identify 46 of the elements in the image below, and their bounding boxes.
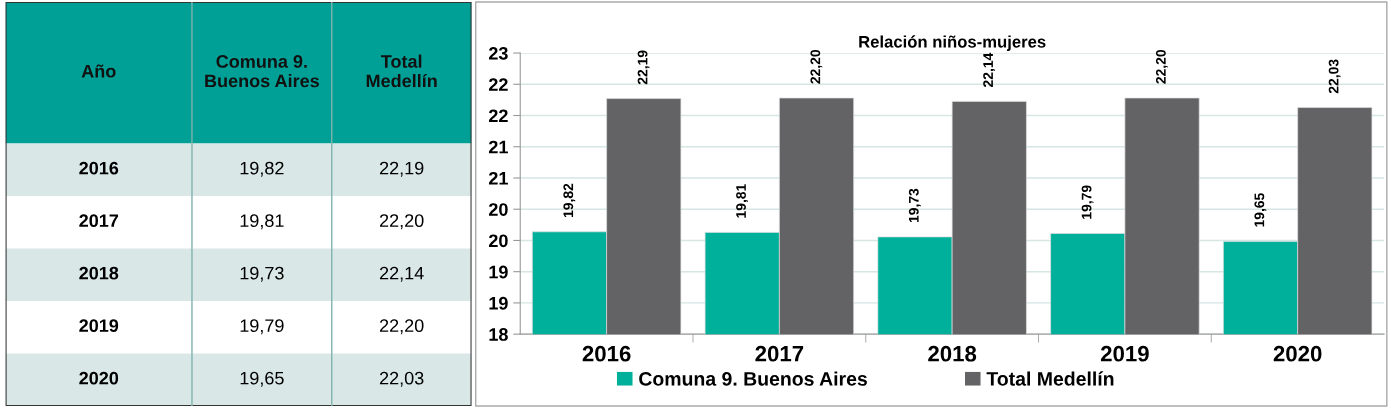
text: 19,81 (240, 214, 284, 230)
data-label: 19,82 (563, 183, 576, 218)
data-label: 19,65 (1254, 193, 1267, 227)
text: 19,82 (240, 161, 284, 177)
text: 19,79 (240, 319, 284, 335)
y-tick-label: 19 (489, 296, 508, 310)
data-label: 22,14 (983, 52, 996, 88)
x-tick-label: 2018 (928, 345, 977, 362)
data-label: 19,79 (1081, 185, 1094, 219)
text: 22,20 (379, 319, 424, 335)
text: 22,14 (379, 266, 424, 282)
x-tick-label: 2020 (1273, 345, 1322, 362)
text: 22,03 (379, 371, 424, 387)
y-tick-label: 19 (489, 265, 508, 279)
y-tick-label: 22 (488, 78, 508, 91)
text: 19,73 (240, 266, 284, 282)
category-label: 2019 (79, 319, 119, 333)
text: Total Medellín (366, 54, 437, 88)
y-tick-label: 20 (488, 203, 508, 216)
category-label: 2018 (79, 266, 119, 280)
category-label: 2016 (79, 161, 119, 175)
legend-label: Comuna 9. Buenos Aires (639, 371, 867, 386)
y-tick-label: 20 (488, 234, 508, 248)
y-tick-label: 21 (488, 140, 508, 154)
x-tick-label: 2019 (1100, 345, 1149, 362)
text: Año (81, 64, 116, 78)
data-label: 22,20 (810, 49, 823, 84)
data-label: 19,81 (736, 184, 748, 218)
text: 22,19 (379, 161, 424, 177)
chart-title: Relación niños-mujeres (859, 35, 1046, 51)
x-tick-label: 2016 (582, 345, 631, 362)
data-label: 22,20 (1155, 49, 1168, 84)
data-label: 22,03 (1328, 59, 1341, 94)
category-label: 2020 (79, 371, 119, 385)
data-label: 22,19 (637, 50, 650, 85)
text: Comuna 9. Buenos Aires (205, 55, 319, 88)
y-tick-label: 22 (488, 109, 508, 123)
y-tick-label: 21 (488, 171, 508, 185)
legend-label: Total Medellín (986, 371, 1114, 386)
data-label: 19,73 (908, 188, 921, 223)
x-tick-label: 2017 (755, 345, 804, 362)
y-tick-label: 23 (488, 46, 508, 60)
y-tick-label: 18 (489, 328, 508, 341)
text: 19,65 (240, 371, 284, 387)
category-label: 2017 (79, 214, 119, 228)
text: 22,20 (379, 214, 424, 230)
